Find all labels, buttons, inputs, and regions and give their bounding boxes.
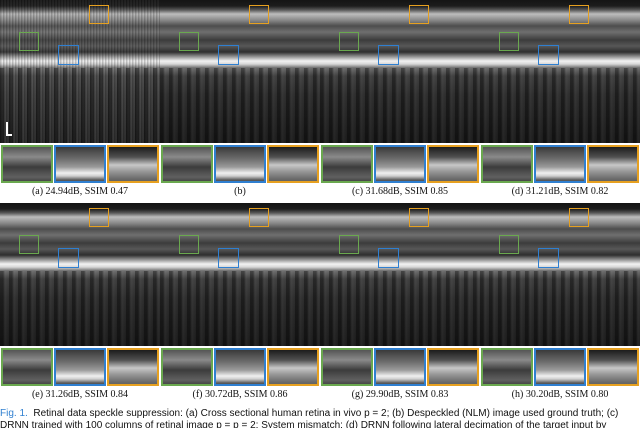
- retina-oct-image: [320, 203, 480, 346]
- choroid-texture: [160, 68, 320, 143]
- green-zoom-inset: [1, 348, 53, 386]
- blue-roi-box: [378, 45, 399, 65]
- orange-roi-box: [409, 208, 429, 227]
- panel-a: (a) 24.94dB, SSIM 0.47: [0, 0, 160, 197]
- panel-caption: (f) 30.72dB, SSIM 0.86: [192, 389, 288, 400]
- panel-caption: (c) 31.68dB, SSIM 0.85: [351, 186, 449, 197]
- orange-roi-box: [569, 208, 589, 227]
- green-roi-box: [19, 32, 39, 51]
- figure-caption-line-2: DRNN trained with 100 columns of retinal…: [0, 420, 607, 428]
- blue-roi-box: [58, 45, 79, 65]
- panel-h: (h) 30.20dB, SSIM 0.80: [480, 203, 640, 400]
- orange-zoom-inset: [587, 145, 639, 183]
- choroid-texture: [0, 271, 160, 346]
- green-roi-box: [19, 235, 39, 254]
- blue-roi-box: [538, 248, 559, 268]
- choroid-texture: [320, 271, 480, 346]
- green-zoom-inset: [161, 348, 213, 386]
- zoom-insets: [320, 348, 480, 386]
- orange-roi-box: [89, 5, 109, 24]
- zoom-insets: [480, 145, 640, 183]
- green-roi-box: [339, 32, 359, 51]
- orange-zoom-inset: [267, 348, 319, 386]
- orange-zoom-inset: [427, 145, 479, 183]
- panel-f: (f) 30.72dB, SSIM 0.86: [160, 203, 320, 400]
- panel-d: (d) 31.21dB, SSIM 0.82: [480, 0, 640, 197]
- orange-roi-box: [249, 5, 269, 24]
- blue-roi-box: [218, 248, 239, 268]
- green-roi-box: [499, 32, 519, 51]
- choroid-texture: [0, 68, 160, 143]
- blue-roi-box: [378, 248, 399, 268]
- green-roi-box: [179, 235, 199, 254]
- retina-oct-image: [0, 0, 160, 143]
- green-zoom-inset: [481, 145, 533, 183]
- blue-zoom-inset: [54, 145, 106, 183]
- figure-label: Fig. 1.: [0, 408, 28, 419]
- retina-oct-image: [0, 203, 160, 346]
- green-zoom-inset: [1, 145, 53, 183]
- choroid-texture: [480, 271, 640, 346]
- orange-roi-box: [569, 5, 589, 24]
- panel-caption: (d) 31.21dB, SSIM 0.82: [511, 186, 609, 197]
- zoom-insets: [160, 145, 320, 183]
- orange-roi-box: [89, 208, 109, 227]
- blue-zoom-inset: [374, 348, 426, 386]
- zoom-insets: [480, 348, 640, 386]
- zoom-insets: [0, 145, 160, 183]
- green-roi-box: [339, 235, 359, 254]
- orange-zoom-inset: [267, 145, 319, 183]
- retina-oct-image: [320, 0, 480, 143]
- orange-zoom-inset: [107, 145, 159, 183]
- panel-caption: (g) 29.90dB, SSIM 0.83: [351, 389, 449, 400]
- blue-zoom-inset: [214, 145, 266, 183]
- retina-oct-image: [480, 203, 640, 346]
- blue-zoom-inset: [534, 348, 586, 386]
- choroid-texture: [480, 68, 640, 143]
- retina-oct-image: [480, 0, 640, 143]
- panel-caption: (e) 31.26dB, SSIM 0.84: [31, 389, 129, 400]
- blue-roi-box: [218, 45, 239, 65]
- blue-zoom-inset: [214, 348, 266, 386]
- figure-caption-line-1: Fig. 1. Retinal data speckle suppression…: [0, 408, 640, 420]
- retina-oct-image: [160, 203, 320, 346]
- panel-g: (g) 29.90dB, SSIM 0.83: [320, 203, 480, 400]
- orange-zoom-inset: [107, 348, 159, 386]
- green-roi-box: [499, 235, 519, 254]
- choroid-texture: [160, 271, 320, 346]
- orange-zoom-inset: [427, 348, 479, 386]
- zoom-insets: [160, 348, 320, 386]
- panel-e: (e) 31.26dB, SSIM 0.84: [0, 203, 160, 400]
- green-zoom-inset: [481, 348, 533, 386]
- green-roi-box: [179, 32, 199, 51]
- green-zoom-inset: [161, 145, 213, 183]
- panel-caption: (a) 24.94dB, SSIM 0.47: [31, 186, 129, 197]
- blue-roi-box: [58, 248, 79, 268]
- zoom-insets: [320, 145, 480, 183]
- panel-caption: (b): [234, 186, 246, 197]
- figure-caption-text-1: Retinal data speckle suppression: (a) Cr…: [33, 408, 619, 419]
- green-zoom-inset: [321, 348, 373, 386]
- orange-roi-box: [409, 5, 429, 24]
- green-zoom-inset: [321, 145, 373, 183]
- figure-caption: Fig. 1. Retinal data speckle suppression…: [0, 408, 640, 428]
- scale-bar: [6, 122, 12, 136]
- blue-zoom-inset: [534, 145, 586, 183]
- blue-roi-box: [538, 45, 559, 65]
- orange-roi-box: [249, 208, 269, 227]
- panel-c: (c) 31.68dB, SSIM 0.85: [320, 0, 480, 197]
- panel-caption: (h) 30.20dB, SSIM 0.80: [511, 389, 609, 400]
- zoom-insets: [0, 348, 160, 386]
- blue-zoom-inset: [54, 348, 106, 386]
- retina-oct-image: [160, 0, 320, 143]
- panel-b: (b): [160, 0, 320, 197]
- blue-zoom-inset: [374, 145, 426, 183]
- orange-zoom-inset: [587, 348, 639, 386]
- choroid-texture: [320, 68, 480, 143]
